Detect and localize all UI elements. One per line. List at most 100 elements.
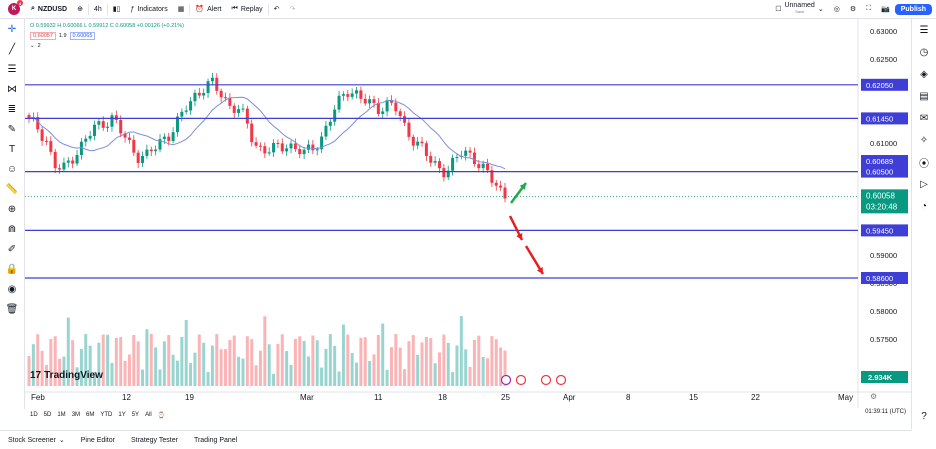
ruler-tool[interactable]: 📏 bbox=[0, 179, 24, 199]
time-axis-label: 18 bbox=[438, 393, 447, 402]
alert-button[interactable]: ⏰ Alert bbox=[190, 0, 226, 18]
range-ytd[interactable]: YTD bbox=[100, 412, 113, 418]
icon-tool[interactable]: ☺ bbox=[0, 159, 24, 179]
candle-body bbox=[341, 94, 345, 96]
trash-icon: 🗑 bbox=[5, 303, 19, 315]
candle-body bbox=[175, 116, 179, 133]
eye-icon: ◉ bbox=[7, 283, 17, 295]
fib-tool[interactable]: ≣ bbox=[0, 99, 24, 119]
layout-button[interactable]: ☐ Unnamed Save ⌄ bbox=[770, 0, 829, 18]
candle-body bbox=[416, 141, 420, 146]
signal-button[interactable]: ⦿ bbox=[912, 151, 936, 173]
candle-body bbox=[350, 93, 354, 97]
undo-icon: ↶ bbox=[273, 6, 280, 13]
chart-type-button[interactable]: ▮▯ bbox=[108, 0, 126, 18]
event-marker-icon[interactable] bbox=[540, 374, 552, 386]
bottom-tab-label: Strategy Tester bbox=[130, 436, 178, 444]
layers-button[interactable]: ◈ bbox=[912, 63, 936, 85]
volume-bar bbox=[114, 337, 118, 386]
divider bbox=[106, 3, 108, 15]
range-1d[interactable]: 1D bbox=[30, 412, 38, 418]
range-1y[interactable]: 1Y bbox=[118, 412, 126, 418]
volume-bar bbox=[267, 344, 271, 386]
indicators-icon: ƒ bbox=[130, 5, 135, 13]
bottom-tab-strategy-tester[interactable]: Strategy Tester bbox=[123, 437, 186, 444]
magnet-tool[interactable]: ⋒ bbox=[0, 219, 24, 239]
trend-line-tool[interactable]: ╱ bbox=[0, 39, 24, 59]
zoom-tool[interactable]: ⊕ bbox=[0, 199, 24, 219]
range-5d[interactable]: 5D bbox=[43, 412, 52, 418]
bar-countdown-label: 03:20:48 bbox=[866, 202, 898, 211]
event-marker-icon[interactable] bbox=[500, 374, 512, 386]
interval-button[interactable]: 4h bbox=[89, 0, 107, 18]
bottom-tab-pine-editor[interactable]: Pine Editor bbox=[73, 437, 123, 444]
buy-price-box[interactable]: 0.60065 bbox=[69, 32, 96, 40]
volume-bar bbox=[306, 356, 310, 386]
range-3m[interactable]: 3M bbox=[71, 412, 81, 418]
range-5y[interactable]: 5Y bbox=[131, 412, 140, 418]
candle-body bbox=[385, 100, 389, 112]
visibility-tool[interactable]: ◉ bbox=[0, 279, 24, 299]
compare-symbol-button[interactable]: ⊕ bbox=[72, 0, 88, 18]
indicators-button[interactable]: ƒ Indicators bbox=[125, 0, 172, 18]
range-all[interactable]: All bbox=[145, 412, 152, 418]
user-avatar[interactable]: K 4 bbox=[8, 0, 23, 15]
replay-button[interactable]: ⏮ Replay bbox=[227, 0, 268, 18]
event-marker-icon[interactable] bbox=[555, 374, 567, 386]
candles-icon: ▮▯ bbox=[112, 6, 121, 13]
range-6m[interactable]: 6M bbox=[86, 412, 95, 418]
volume-bar bbox=[202, 342, 206, 386]
watchlist-button[interactable]: ☰ bbox=[912, 19, 936, 41]
streams-button[interactable]: ▷ bbox=[912, 173, 936, 195]
volume-bar bbox=[145, 329, 149, 386]
utc-clock[interactable]: 01:39:11 (UTC) bbox=[865, 409, 906, 415]
volume-bar bbox=[311, 335, 315, 386]
notifications-button[interactable]: ◔ bbox=[912, 195, 936, 217]
text-tool[interactable]: T bbox=[0, 139, 24, 159]
layout-save-status: Save bbox=[795, 9, 805, 14]
volume-tag bbox=[861, 371, 908, 383]
candle-body bbox=[280, 143, 284, 152]
snapshot-button[interactable]: 📷 bbox=[876, 0, 895, 18]
pattern-tool[interactable]: ⋈ bbox=[0, 79, 24, 99]
volume-bar bbox=[263, 316, 267, 386]
sell-price-box[interactable]: 0.60057 bbox=[30, 32, 56, 40]
redo-button[interactable]: ↷ bbox=[284, 0, 300, 18]
bottom-tab-trading-panel[interactable]: Trading Panel bbox=[186, 437, 245, 444]
indicators-collapse-row[interactable]: ⌄ 2 bbox=[30, 41, 184, 51]
chat-button[interactable]: ✉ bbox=[912, 107, 936, 129]
undo-button[interactable]: ↶ bbox=[269, 0, 285, 18]
templates-button[interactable]: ▦ bbox=[173, 0, 190, 18]
ideas-button[interactable]: ✧ bbox=[912, 129, 936, 151]
settings-button[interactable]: ⚙ bbox=[845, 0, 861, 18]
candle-body bbox=[285, 148, 289, 152]
crosshair-tool[interactable]: ✛ bbox=[0, 19, 24, 39]
calendar-button[interactable]: ▤ bbox=[912, 85, 936, 107]
quick-search-button[interactable]: ◎ bbox=[829, 0, 845, 18]
help-button[interactable]: ? bbox=[912, 405, 936, 427]
volume-bar bbox=[75, 367, 79, 386]
price-level-tag bbox=[861, 155, 908, 168]
pencil-lock-icon: ✐ bbox=[7, 243, 17, 255]
bottom-tab-stock-screener[interactable]: Stock Screener ⌄ bbox=[0, 436, 73, 445]
volume-bar bbox=[446, 342, 450, 386]
event-marker-icon[interactable] bbox=[515, 374, 527, 386]
fullscreen-button[interactable]: ⛶ bbox=[861, 0, 876, 18]
lock-tool[interactable]: 🔒 bbox=[0, 259, 24, 279]
candle-body bbox=[276, 142, 280, 144]
alerts-panel-button[interactable]: ◷ bbox=[912, 41, 936, 63]
candle-body bbox=[363, 98, 367, 104]
volume-bar bbox=[136, 341, 140, 386]
lock-drawings-tool[interactable]: ✐ bbox=[0, 239, 24, 259]
horizontal-line-tool[interactable]: ☰ bbox=[0, 59, 24, 79]
brush-tool[interactable]: ✎ bbox=[0, 119, 24, 139]
delete-tool[interactable]: 🗑 bbox=[0, 299, 24, 319]
candle-body bbox=[241, 108, 245, 110]
publish-button[interactable]: Publish bbox=[894, 3, 932, 15]
volume-bar bbox=[123, 360, 127, 386]
symbol-search-button[interactable]: ⌕ NZDUSD bbox=[26, 0, 72, 18]
goto-date-icon[interactable]: ⌚ bbox=[157, 412, 166, 419]
range-1m[interactable]: 1M bbox=[57, 412, 66, 418]
search-icon: ⌕ bbox=[31, 5, 35, 12]
